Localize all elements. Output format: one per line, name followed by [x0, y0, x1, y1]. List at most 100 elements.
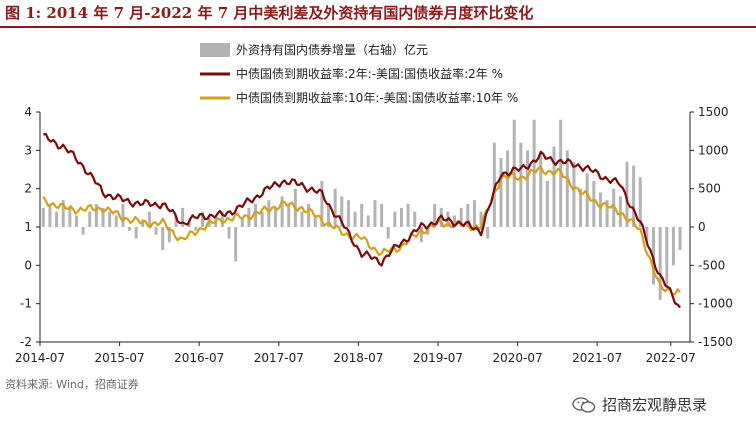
bar — [625, 161, 629, 227]
line-2y-spread — [43, 132, 681, 309]
bar — [453, 215, 457, 227]
bar — [585, 173, 589, 227]
bar — [48, 204, 52, 227]
x-tick-label: 2019-07 — [413, 351, 463, 365]
line-10y-spread — [42, 165, 681, 296]
left-tick-label: 2 — [24, 182, 32, 196]
bar — [307, 204, 311, 227]
x-tick-label: 2021-07 — [572, 351, 622, 365]
left-tick-label: -2 — [20, 335, 32, 349]
bar — [466, 204, 470, 227]
bar — [658, 227, 662, 300]
legend-label: 中债国债到期收益率:2年:-美国:国债收益率:2年 % — [236, 66, 503, 81]
x-tick-label: 2022-07 — [646, 351, 696, 365]
bar — [492, 142, 496, 227]
right-tick-label: -500 — [698, 258, 725, 272]
watermark-text: 招商宏观静思录 — [602, 396, 708, 414]
x-tick-label: 2016-07 — [174, 351, 224, 365]
right-tick-label: 0 — [698, 220, 706, 234]
bar — [479, 211, 483, 227]
legend-label: 中债国债到期收益率:10年:-美国:国债收益率:10年 % — [236, 90, 518, 105]
figure-title: 图 1: 2014 年 7 月-2022 年 7 月中美利差及外资持有国内债券月… — [5, 4, 534, 22]
bar — [386, 227, 390, 239]
x-tick-label: 2015-07 — [95, 351, 145, 365]
bar — [678, 227, 682, 250]
bar — [181, 207, 185, 227]
x-tick-label: 2017-07 — [254, 351, 304, 365]
bar — [55, 211, 59, 227]
bar — [220, 211, 224, 227]
x-tick-label: 2018-07 — [333, 351, 383, 365]
legend-swatch-bars — [200, 43, 230, 57]
bar — [393, 211, 397, 227]
bar — [194, 227, 198, 231]
title-rule — [0, 26, 756, 28]
bar — [101, 207, 105, 227]
bar — [114, 215, 118, 227]
bar — [313, 215, 317, 227]
bar — [419, 227, 423, 243]
right-tick-label: -1000 — [698, 297, 733, 311]
bar — [254, 204, 258, 227]
bar — [41, 207, 45, 227]
source-note: 资料来源: Wind，招商证券 — [5, 378, 139, 391]
bar — [506, 150, 510, 227]
bar — [618, 196, 622, 227]
x-tick-label: 2014-07 — [15, 351, 65, 365]
bar — [545, 181, 549, 227]
bar — [287, 204, 291, 227]
bar — [472, 200, 476, 227]
bar — [526, 150, 529, 227]
bar — [88, 211, 92, 227]
bar — [346, 200, 350, 227]
bar — [572, 161, 576, 227]
bar — [671, 227, 675, 266]
bar — [353, 211, 357, 227]
bar — [121, 204, 125, 227]
bar — [552, 146, 556, 227]
left-tick-label: 0 — [24, 258, 32, 272]
bar — [273, 207, 277, 227]
bar — [128, 227, 132, 231]
left-tick-label: 4 — [24, 105, 32, 119]
wechat-icon — [572, 396, 596, 413]
left-tick-label: 3 — [24, 143, 32, 157]
left-tick-label: -1 — [20, 297, 32, 311]
bar — [539, 154, 543, 227]
bar — [94, 204, 98, 227]
bar — [320, 181, 324, 227]
bar — [280, 196, 284, 227]
right-tick-label: 1500 — [698, 105, 729, 119]
bar — [260, 211, 264, 227]
bar — [592, 181, 596, 227]
bar — [532, 119, 536, 227]
bar — [380, 204, 384, 227]
bar — [161, 227, 165, 250]
bar — [74, 215, 78, 227]
bar — [340, 196, 344, 227]
bar — [413, 211, 417, 227]
bar — [234, 227, 238, 262]
bar — [360, 204, 364, 227]
bar — [154, 227, 158, 235]
bar — [167, 227, 171, 243]
bar — [68, 207, 72, 227]
bar — [366, 215, 370, 227]
bar — [201, 211, 204, 227]
bar — [134, 227, 138, 239]
bar — [499, 158, 503, 227]
bar — [638, 177, 642, 227]
bar — [399, 207, 403, 227]
right-tick-label: 500 — [698, 182, 721, 196]
bar — [240, 219, 244, 227]
bar — [565, 150, 569, 227]
bar — [433, 204, 437, 227]
bar — [486, 227, 490, 239]
bar — [227, 227, 231, 239]
bar — [81, 227, 85, 235]
bar — [61, 200, 65, 227]
bar — [598, 192, 602, 227]
bar — [373, 200, 377, 227]
bar — [459, 207, 463, 227]
bar — [141, 219, 145, 227]
